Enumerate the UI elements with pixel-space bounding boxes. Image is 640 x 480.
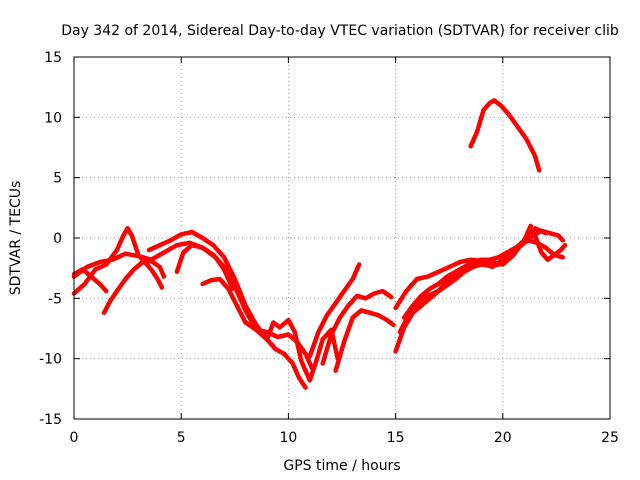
y-tick-label: 10 xyxy=(44,110,62,126)
y-tick-label: -5 xyxy=(48,291,62,307)
x-tick-label: 20 xyxy=(494,430,512,446)
series-arc-11 xyxy=(333,308,396,373)
y-tick-label: 5 xyxy=(53,171,62,187)
y-tick-label: -15 xyxy=(39,412,62,428)
series-arc-3 xyxy=(101,258,167,316)
series-arc-10 xyxy=(320,288,394,366)
x-tick-label: 10 xyxy=(279,430,297,446)
series-arc-4 xyxy=(71,267,109,294)
y-tick-label: -10 xyxy=(39,352,62,368)
data-series xyxy=(71,98,568,390)
axis-ticks: 0 5 10 15 20 25 -15 -10 -5 0 5 10 15 xyxy=(39,50,619,446)
y-tick-label: 0 xyxy=(53,231,62,247)
series-arc-5 xyxy=(146,229,278,352)
x-tick-label: 0 xyxy=(70,430,79,446)
series-arc-8 xyxy=(264,317,340,383)
y-tick-label: 15 xyxy=(44,50,62,66)
x-tick-label: 25 xyxy=(601,430,619,446)
x-tick-label: 15 xyxy=(387,430,405,446)
series-arc-9 xyxy=(307,262,362,359)
series-arc-6 xyxy=(174,242,308,390)
chart-title: Day 342 of 2014, Sidereal Day-to-day VTE… xyxy=(61,23,619,39)
series-arc-18 xyxy=(468,98,542,173)
grid xyxy=(74,57,610,419)
x-axis-label: GPS time / hours xyxy=(283,458,400,474)
series-arc-1 xyxy=(71,226,165,296)
x-tick-label: 5 xyxy=(177,430,186,446)
series-arc-17 xyxy=(526,228,568,262)
y-axis-label: SDTVAR / TECUs xyxy=(8,181,24,296)
